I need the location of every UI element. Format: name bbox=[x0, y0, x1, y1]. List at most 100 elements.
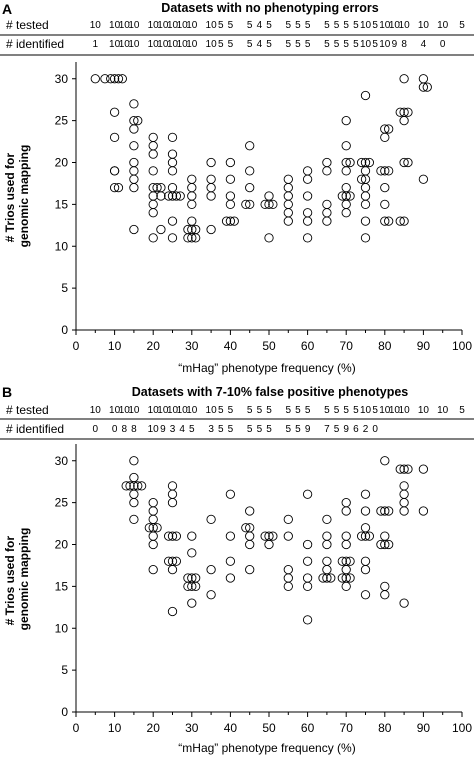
identified-count: 5 bbox=[295, 424, 301, 435]
tested-count: 5 bbox=[459, 405, 465, 416]
tested-count: 10 bbox=[379, 405, 391, 416]
y-tick-label: 5 bbox=[61, 663, 68, 677]
x-tick-label: 0 bbox=[73, 339, 80, 353]
tested-count: 5 bbox=[228, 405, 234, 416]
data-point bbox=[225, 157, 236, 168]
data-point bbox=[283, 573, 293, 583]
tested-count: 10 bbox=[119, 405, 131, 416]
data-point bbox=[191, 233, 201, 243]
data-point bbox=[302, 489, 313, 499]
data-point bbox=[380, 539, 390, 550]
data-point bbox=[109, 107, 120, 117]
tested-count: 10 bbox=[360, 405, 372, 416]
data-point bbox=[264, 233, 274, 243]
data-point bbox=[341, 199, 351, 210]
chart-title: Datasets with no phenotyping errors bbox=[161, 1, 378, 15]
identified-count: 10 bbox=[109, 39, 121, 50]
data-point bbox=[167, 157, 178, 168]
x-tick-label: 80 bbox=[378, 339, 392, 353]
data-point bbox=[341, 115, 351, 126]
data-point bbox=[364, 157, 375, 168]
data-point bbox=[356, 531, 367, 541]
x-tick-label: 10 bbox=[108, 339, 122, 353]
tested-count: 10 bbox=[90, 405, 102, 416]
data-point bbox=[156, 224, 166, 235]
data-point bbox=[109, 182, 120, 193]
x-tick-label: 60 bbox=[301, 339, 315, 353]
identified-count: 4 bbox=[179, 424, 185, 435]
data-point bbox=[167, 497, 178, 508]
data-point bbox=[399, 115, 409, 126]
data-point bbox=[264, 539, 274, 550]
identified-count: 10 bbox=[379, 39, 391, 50]
tested-row-label: # tested bbox=[6, 403, 49, 417]
data-point bbox=[418, 82, 429, 92]
data-point bbox=[302, 191, 313, 201]
data-point bbox=[360, 90, 371, 101]
tested-count: 10 bbox=[399, 20, 411, 31]
tested-count: 5 bbox=[353, 405, 359, 416]
data-point bbox=[129, 456, 139, 466]
tested-count: 5 bbox=[218, 405, 224, 416]
x-tick-label: 40 bbox=[224, 721, 238, 735]
x-tick-label: 0 bbox=[73, 721, 80, 735]
data-point bbox=[337, 191, 347, 201]
data-point bbox=[167, 481, 178, 491]
tested-count: 5 bbox=[372, 405, 378, 416]
data-point bbox=[191, 581, 201, 592]
data-point bbox=[376, 506, 386, 516]
y-tick-label: 15 bbox=[55, 579, 69, 593]
identified-count: 5 bbox=[343, 39, 349, 50]
tested-count: 5 bbox=[286, 20, 292, 31]
data-point bbox=[245, 506, 255, 516]
data-point bbox=[187, 216, 197, 226]
data-point bbox=[418, 74, 429, 84]
scatter-plot: 0 5 10 15 20 25 30 0 10 20 30 40 50 60 70 80 90 100 bbox=[55, 62, 472, 353]
tested-count: 10 bbox=[186, 20, 198, 31]
tested-count: 10 bbox=[399, 405, 411, 416]
data-point bbox=[148, 132, 158, 143]
data-point bbox=[399, 598, 409, 608]
x-tick-label: 80 bbox=[378, 721, 392, 735]
identified-count: 5 bbox=[228, 424, 234, 435]
data-point bbox=[399, 157, 409, 168]
data-point bbox=[345, 556, 355, 566]
data-point bbox=[418, 464, 429, 474]
data-point bbox=[109, 166, 120, 176]
y-tick-label: 0 bbox=[61, 323, 68, 337]
data-point bbox=[360, 233, 371, 243]
data-point bbox=[148, 514, 158, 525]
tested-count: 5 bbox=[305, 405, 311, 416]
tested-count: 10 bbox=[148, 405, 160, 416]
data-point bbox=[167, 233, 178, 243]
data-point bbox=[109, 74, 120, 84]
data-point bbox=[384, 166, 394, 176]
data-point bbox=[225, 531, 236, 541]
data-point bbox=[302, 216, 313, 226]
tested-count: 5 bbox=[266, 405, 272, 416]
data-point bbox=[167, 564, 178, 575]
data-point bbox=[133, 481, 143, 491]
data-point bbox=[167, 149, 178, 159]
data-point bbox=[380, 166, 390, 176]
data-point bbox=[380, 182, 390, 193]
data-point bbox=[356, 157, 367, 168]
data-point bbox=[148, 564, 158, 575]
x-axis-label: “mHag” phenotype frequency (%) bbox=[178, 361, 355, 375]
data-point bbox=[206, 514, 216, 525]
tested-count: 5 bbox=[324, 405, 330, 416]
data-point bbox=[337, 556, 347, 566]
data-point bbox=[171, 191, 182, 201]
identified-count: 9 bbox=[392, 39, 398, 50]
data-point bbox=[206, 157, 216, 168]
data-point bbox=[341, 581, 351, 592]
data-point bbox=[302, 208, 313, 218]
data-point bbox=[121, 481, 131, 491]
data-point bbox=[322, 208, 332, 218]
tested-count: 5 bbox=[218, 20, 224, 31]
identified-count: 5 bbox=[286, 424, 292, 435]
x-tick-label: 30 bbox=[185, 339, 199, 353]
data-point bbox=[380, 581, 390, 592]
x-tick-label: 100 bbox=[452, 339, 472, 353]
data-point bbox=[225, 199, 236, 210]
